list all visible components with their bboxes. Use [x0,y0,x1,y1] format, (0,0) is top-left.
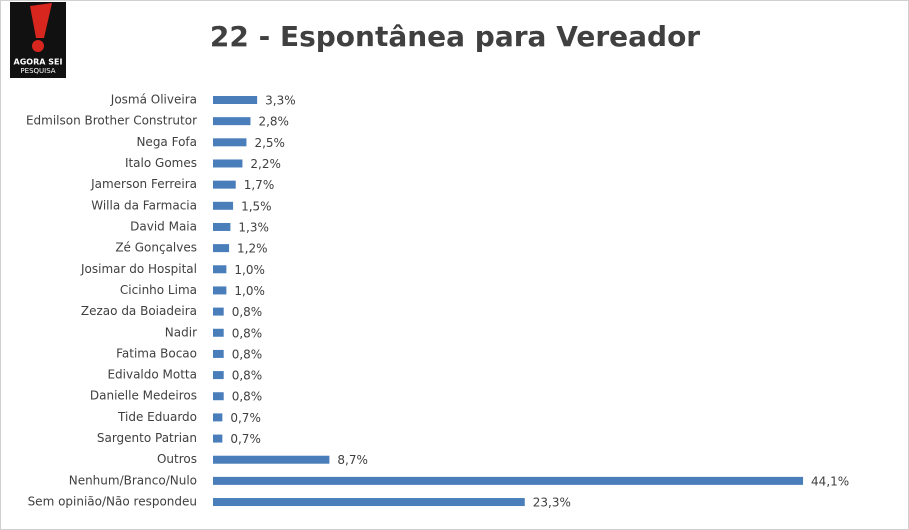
value-label: 2,5% [254,136,285,150]
bar [213,434,223,443]
bar [213,117,251,126]
chart-title: 22 - Espontânea para Vereador [210,20,700,53]
bar [213,265,227,274]
category-label: Italo Gomes [125,156,197,170]
value-label: 2,8% [258,115,289,129]
bar [213,328,224,337]
logo-dot [32,40,44,52]
category-label: Nenhum/Branco/Nulo [69,473,197,487]
category-label: Zé Gonçalves [115,241,197,255]
category-label: Danielle Medeiros [90,389,197,403]
category-label: Josimar do Hospital [80,262,197,276]
category-label: Tide Eduardo [117,410,197,424]
logo-text: AGORA SEI [14,58,63,67]
category-label: Sargento Patrian [97,431,197,445]
bar [213,349,224,358]
category-label: David Maia [130,219,197,233]
category-label: Cicinho Lima [120,283,197,297]
bar [213,222,231,231]
value-label: 44,1% [811,474,849,488]
bar [213,286,227,295]
bar [213,413,223,422]
value-label: 1,0% [234,284,265,298]
value-label: 0,8% [232,326,262,340]
bar [213,498,525,507]
category-label: Edivaldo Motta [107,368,197,382]
value-label: 1,0% [234,263,265,277]
bar [213,244,230,253]
value-label: 1,3% [238,220,268,234]
category-label: Jamerson Ferreira [90,177,197,191]
bar [213,476,804,485]
logo-mark [30,3,52,38]
value-label: 0,8% [232,390,262,404]
value-label: 0,7% [230,432,261,446]
category-label: Edmilson Brother Construtor [26,114,197,128]
bar [213,159,243,168]
bar [213,201,234,210]
bar [213,392,224,401]
value-label: 0,8% [232,369,262,383]
value-label: 23,3% [533,496,571,510]
logo: AGORA SEI PESQUISA [10,2,66,78]
value-label: 1,5% [241,199,272,213]
value-label: 1,2% [237,242,268,256]
bar [213,96,258,104]
value-label: 1,7% [244,178,275,192]
category-label: Willa da Farmacia [91,198,197,212]
value-label: 0,8% [232,305,262,319]
value-label: 8,7% [337,453,368,467]
logo-subtext: PESQUISA [20,67,55,75]
category-label: Outros [157,452,197,466]
bar [213,455,330,464]
category-label: Fatima Bocao [116,346,197,360]
value-label: 2,2% [250,157,281,171]
value-label: 0,7% [230,411,261,425]
bar [213,371,224,380]
category-label: Nega Fofa [136,135,197,149]
bar [213,307,224,316]
category-label: Josmá Oliveira [110,93,197,107]
bar [213,180,236,189]
bar [213,138,247,147]
category-label: Nadir [165,325,197,339]
value-label: 0,8% [232,347,262,361]
category-label: Zezao da Boiadeira [81,304,197,318]
value-label: 3,3% [265,94,296,108]
category-label: Sem opinião/Não respondeu [28,495,197,509]
